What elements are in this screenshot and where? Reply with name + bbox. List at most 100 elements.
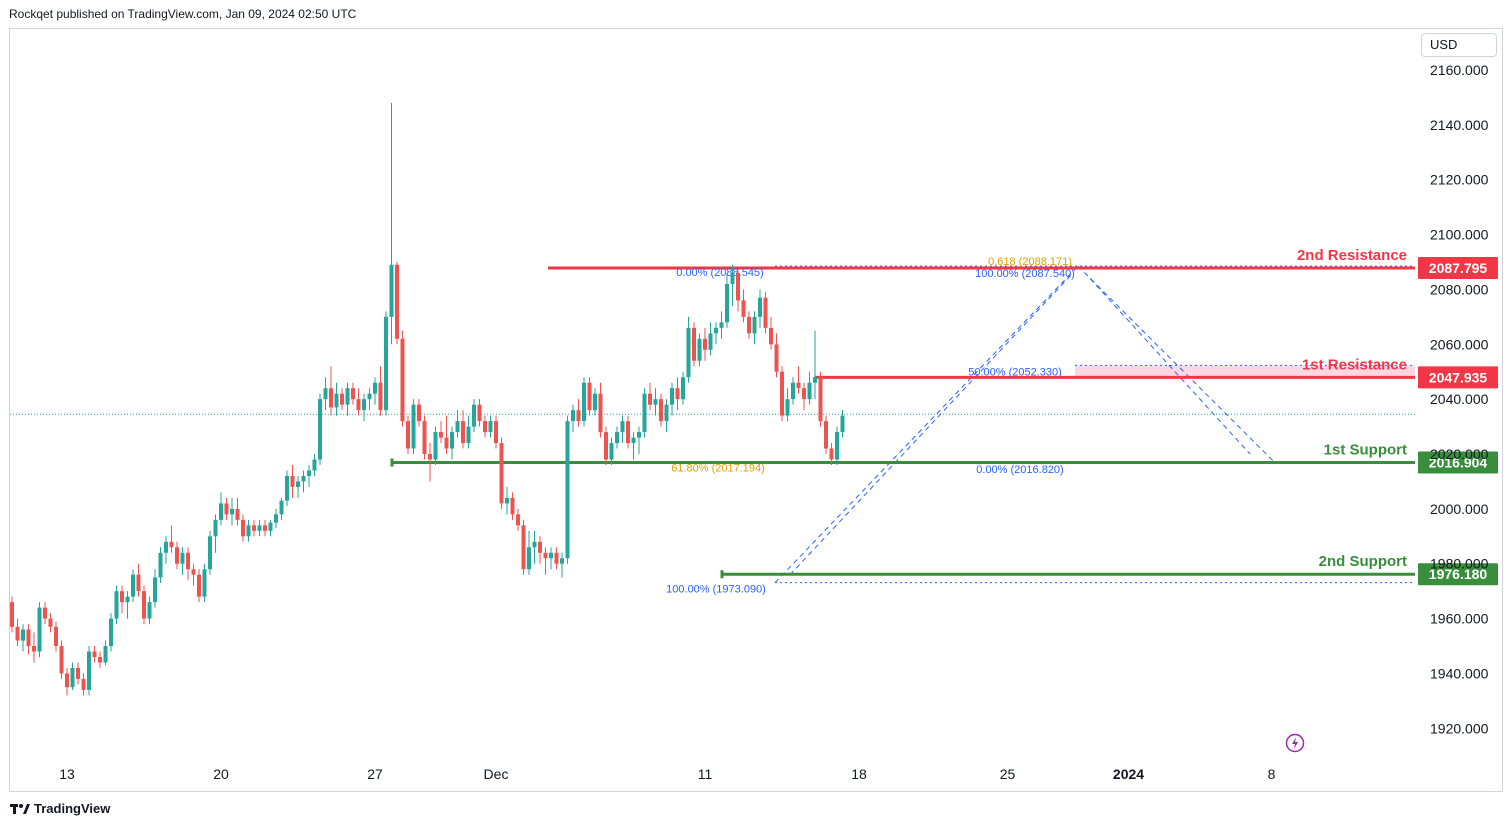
candle-body — [510, 497, 515, 515]
resistance-zone — [1075, 365, 1415, 378]
candle-body — [796, 382, 801, 389]
candle-body — [675, 388, 680, 400]
trend-line-3 — [1089, 278, 1251, 455]
fib-label-5: 50.00% (2052.330) — [968, 366, 1062, 378]
candle-body — [593, 393, 597, 411]
fib-label-1: 61.80% (2017.194) — [671, 463, 765, 475]
candle-body — [65, 673, 69, 688]
x-tick-label: 11 — [698, 766, 713, 782]
candle-body — [279, 500, 284, 515]
candle-body — [637, 432, 641, 438]
candle-body — [32, 646, 36, 652]
x-tick-label: 25 — [1000, 766, 1016, 782]
candle-body — [241, 519, 245, 537]
candle-body — [477, 404, 482, 422]
candle-body — [785, 399, 790, 416]
candle-body — [373, 382, 377, 394]
candle-body — [571, 410, 575, 422]
level-box-2 — [1418, 451, 1498, 474]
candle-body — [521, 525, 526, 570]
candle-body — [609, 443, 614, 460]
candle-body — [681, 377, 685, 400]
candle-body — [461, 421, 465, 444]
candle-body — [230, 508, 234, 515]
candle-body — [142, 591, 146, 619]
candle-body — [708, 333, 713, 350]
currency-selector[interactable]: USD — [1421, 33, 1497, 57]
candle-body — [791, 382, 795, 400]
candle-body — [741, 300, 746, 317]
candle-body — [686, 327, 691, 378]
candle-body — [406, 421, 410, 449]
x-tick-label: 2024 — [1113, 766, 1144, 782]
candle-body — [670, 388, 674, 405]
candle-body — [323, 388, 328, 400]
candle-body — [246, 525, 251, 537]
candle-body — [202, 569, 207, 597]
candle-body — [169, 541, 174, 548]
candle-body — [774, 344, 779, 372]
candle-body — [829, 448, 834, 460]
candle-body — [15, 626, 20, 641]
candle-body — [389, 264, 394, 317]
candle-body — [450, 432, 454, 449]
candle-body — [252, 525, 256, 531]
candle-body — [296, 481, 300, 487]
candle-body — [488, 421, 493, 433]
candle-body — [664, 404, 669, 422]
candle-body — [703, 338, 707, 350]
fib-label-3: 0.618 (2088.171) — [988, 256, 1072, 268]
footer-brand-label: TradingView — [34, 801, 111, 816]
candle-body — [428, 454, 432, 460]
candle-body — [620, 421, 625, 433]
fib-label-4: 100.00% (2087.540) — [975, 268, 1075, 280]
candle-body — [43, 607, 47, 619]
candle-body — [125, 596, 130, 603]
y-tick-label: 2020.000 — [1430, 446, 1489, 462]
candle-body — [653, 399, 658, 405]
candle-body — [719, 322, 724, 328]
candle-body — [268, 522, 273, 531]
candle-body — [631, 437, 636, 444]
candle-body — [153, 577, 157, 603]
x-tick-label: 8 — [1268, 766, 1276, 782]
candle-body — [285, 475, 289, 501]
y-tick-label: 1980.000 — [1430, 556, 1489, 572]
fib-label-2: 100.00% (1973.090) — [666, 584, 766, 596]
candle-body — [554, 552, 559, 564]
candle-body — [340, 393, 344, 405]
level-name-3: 2nd Support — [1319, 553, 1407, 570]
y-tick-label: 2000.000 — [1430, 501, 1489, 517]
trend-line-1 — [1077, 265, 1276, 464]
candle-body — [472, 404, 476, 427]
level-name-0: 2nd Resistance — [1297, 247, 1407, 264]
lightning-icon[interactable] — [1285, 733, 1305, 753]
candle-body — [560, 558, 564, 564]
level-name-2: 1st Support — [1324, 442, 1407, 459]
candle-body — [197, 574, 201, 597]
footer-brand[interactable]: TradingView — [10, 801, 110, 816]
candle-body — [439, 432, 443, 438]
y-tick-label: 2060.000 — [1430, 336, 1489, 352]
candle-body — [186, 552, 190, 570]
x-tick-label: Dec — [484, 766, 509, 782]
candle-body — [615, 432, 619, 444]
candle-body — [549, 552, 553, 559]
candle-body — [378, 382, 383, 411]
candle-body — [587, 382, 592, 411]
candle-body — [362, 399, 366, 411]
candle-body — [411, 404, 416, 449]
y-tick-label: 2140.000 — [1430, 117, 1489, 133]
candle-body — [213, 519, 218, 537]
publish-header: Rockqet published on TradingView.com, Ja… — [9, 7, 357, 21]
candle-body — [114, 591, 119, 619]
candle-body — [395, 264, 399, 339]
candle-body — [76, 667, 80, 679]
candle-body — [54, 626, 58, 647]
y-tick-label: 2080.000 — [1430, 281, 1489, 297]
candle-body — [10, 602, 14, 627]
level-box-0 — [1418, 257, 1498, 280]
candle-body — [692, 327, 696, 361]
candle-body — [318, 399, 322, 460]
